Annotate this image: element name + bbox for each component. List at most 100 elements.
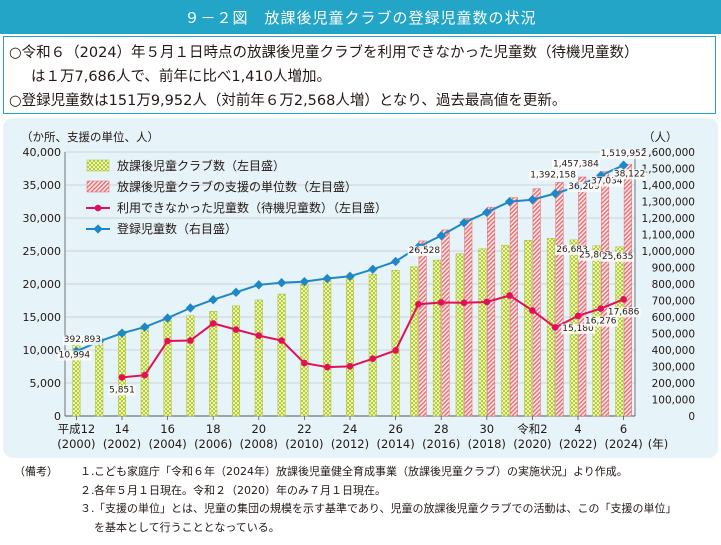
registered-children-point — [208, 295, 218, 305]
x-tick-label-era: 18 — [206, 422, 221, 436]
registered-children-point — [436, 230, 446, 241]
waiting-children-point — [620, 295, 627, 303]
x-tick-label-era: 28 — [434, 422, 449, 436]
data-label-bg — [108, 385, 136, 396]
waiting-children-point — [392, 347, 399, 354]
bar-support-units — [509, 197, 518, 417]
right-tick-label: 1,600,000 — [642, 147, 695, 159]
data-label: 25,635 — [602, 252, 634, 262]
bar-club-count — [524, 240, 533, 417]
left-tick-label: 25,000 — [23, 245, 62, 258]
data-label-bg — [62, 335, 103, 346]
combo-chart: 0 5,000 10,000 15,000 20,000 25,000 30,000 35,0… — [21, 130, 695, 451]
notes-label: （備考） — [14, 465, 58, 478]
registered-children-point — [162, 313, 173, 323]
registered-children-point — [299, 276, 310, 287]
summary-box: ○令和６（2024）年５月１日時点の放課後児童クラブを利用できなかった児童数（待… — [3, 36, 716, 114]
data-label: 5,851 — [109, 385, 135, 395]
bar-club-count — [117, 331, 127, 417]
data-label: 15,180 — [562, 324, 594, 334]
bar-club-count — [300, 284, 309, 417]
bar-club-count — [186, 315, 195, 417]
bar-support-units — [418, 240, 427, 417]
bar-club-count — [254, 299, 263, 417]
x-tick-label-era: 6 — [620, 422, 627, 436]
bar-club-count — [432, 259, 441, 417]
bar-support-units — [441, 229, 450, 417]
x-tick-label-era: 14 — [115, 422, 130, 436]
waiting-children-point — [278, 337, 285, 344]
legend-label-registered: 登録児童数（右目盛） — [117, 221, 237, 236]
registered-children-point — [390, 256, 401, 267]
x-tick-label-era: 16 — [160, 422, 175, 436]
waiting-children-point — [187, 337, 194, 344]
left-tick-label: 0 — [54, 410, 61, 423]
right-tick-label: 500,000 — [652, 329, 695, 341]
x-tick-label-era: 20 — [251, 422, 266, 436]
waiting-children-point — [346, 363, 354, 370]
legend-label-waiting: 利用できなかった児童数（待機児童数）（左目盛） — [117, 200, 387, 215]
data-label-bg — [555, 244, 589, 255]
data-label-bg — [600, 251, 635, 262]
right-tick-label: 1,500,000 — [642, 164, 695, 176]
data-label: 16,276 — [585, 317, 617, 327]
note-2-num: ２. — [80, 483, 95, 497]
right-tick-label: 0 — [688, 411, 695, 423]
x-tick-label-era: 令和2 — [517, 422, 547, 436]
data-label: 38,122 — [614, 169, 646, 179]
note-3-text: 「支援の単位」とは、児童の集団の規模を示す基準であり、児童の放課後児童クラブでの… — [94, 502, 677, 515]
left-axis-title: （か所、支援の単位、人） — [21, 130, 159, 144]
waiting-children-point — [232, 326, 240, 333]
legend-label-club-count: 放課後児童クラブ数（左目盛） — [117, 158, 285, 173]
note-2-text: 各年５月１日現在。令和２（2020）年のみ７月１日現在。 — [94, 483, 386, 497]
right-tick-label: 300,000 — [652, 362, 695, 374]
x-tick-label-year: (2010) — [285, 437, 323, 451]
registered-children-point — [345, 271, 355, 281]
right-tick-label: 600,000 — [652, 312, 695, 324]
data-label: 392,893 — [64, 335, 101, 345]
data-label-bg — [599, 149, 648, 160]
right-axis-title: （人） — [643, 130, 678, 144]
waiting-children-point — [141, 371, 149, 379]
data-label: 1,457,384 — [553, 160, 599, 170]
data-label: 1,519,952 — [601, 149, 647, 159]
waiting-children-point — [209, 320, 217, 327]
waiting-children-point — [369, 355, 377, 362]
waiting-children-point — [529, 307, 536, 314]
data-label-bg — [57, 350, 92, 361]
x-tick-label-year: (2006) — [194, 437, 232, 451]
registered-children-point — [140, 322, 150, 332]
waiting-children-point — [301, 359, 308, 367]
left-tick-label: 15,000 — [23, 311, 62, 324]
x-tick-label-era: 4 — [574, 422, 581, 436]
bar-club-count — [478, 248, 487, 417]
bar-support-units — [578, 176, 587, 417]
bar-support-units — [532, 188, 541, 417]
left-tick-label: 10,000 — [23, 344, 62, 357]
bar-support-units — [555, 182, 564, 417]
x-tick-label-year: (2024) — [604, 437, 642, 451]
summary-line-3: ○登録児童数は151万9,952人（対前年６万2,568人増）となり、過去最高値… — [9, 93, 567, 109]
left-tick-label: 40,000 — [23, 146, 62, 159]
data-label: 37,034 — [591, 177, 623, 187]
x-tick-label-era: 26 — [388, 422, 403, 436]
x-tick-label-era: 24 — [343, 422, 358, 436]
registered-children-point — [504, 196, 515, 207]
waiting-children-point — [460, 299, 468, 306]
bar-support-units — [487, 206, 496, 417]
data-label-bg — [590, 176, 624, 187]
registered-children-point — [276, 278, 287, 288]
data-label: 25,807 — [579, 251, 611, 261]
x-tick-label-year: (2000) — [57, 437, 95, 451]
bar-club-count — [455, 253, 464, 417]
bar-club-count — [501, 244, 510, 417]
notes: （備考） １. こども家庭庁「令和６年（2024年）放課後児童健全育成事業（放課… — [14, 463, 676, 537]
legend-swatch-club-count — [86, 159, 110, 172]
bar-club-count — [163, 320, 172, 417]
legend-label-support-units: 放課後児童クラブの支援の単位数（左目盛） — [117, 179, 357, 194]
registered-children-point — [185, 303, 196, 313]
registered-children-point — [368, 264, 378, 274]
legend-marker-registered — [93, 224, 103, 234]
bar-club-count — [345, 276, 355, 417]
legend-marker-waiting — [94, 204, 102, 212]
